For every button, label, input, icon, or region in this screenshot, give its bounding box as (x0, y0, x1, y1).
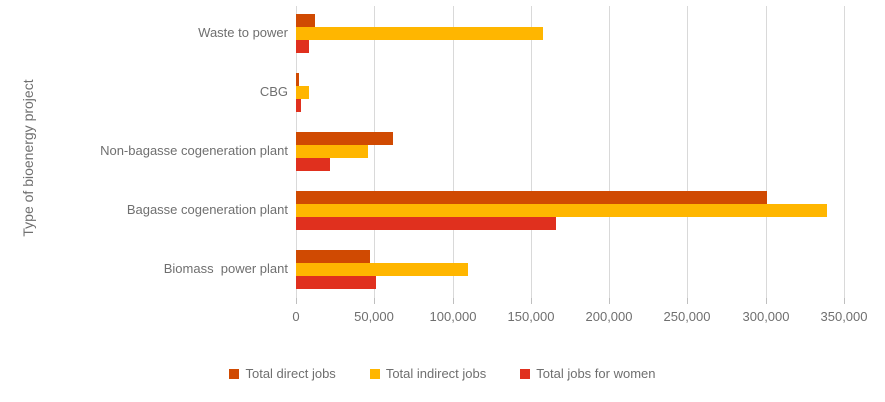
gridline-350000 (844, 6, 845, 298)
gridline-150000 (531, 6, 532, 298)
x-axis-tick (296, 298, 297, 304)
legend-swatch-total-direct-jobs (229, 368, 240, 379)
x-axis-tick-label: 350,000 (820, 309, 868, 324)
bar-total-direct-jobs-waste-to-power (296, 13, 315, 27)
gridline-300000 (766, 6, 767, 298)
bar-total-jobs-for-women-waste-to-power (296, 39, 309, 53)
plot-area (296, 6, 845, 298)
legend: Total direct jobs Total indirect jobs Tota… (0, 366, 885, 381)
legend-item-total-jobs-for-women: Total jobs for women (520, 366, 656, 381)
bar-total-direct-jobs-bagasse-cogeneration-plant (296, 190, 768, 204)
category-label-non-bagasse-cogeneration-plant: Non-bagasse cogeneration plant (100, 143, 288, 158)
x-axis-tick-label: 50,000 (354, 309, 394, 324)
bar-total-indirect-jobs-bagasse-cogeneration-plant (296, 203, 827, 217)
x-axis-tick-label: 0 (292, 309, 300, 324)
x-axis-tick-label: 250,000 (663, 309, 711, 324)
x-axis-tick (609, 298, 610, 304)
category-label-cbg: CBG (259, 84, 288, 99)
bar-total-jobs-for-women-biomass-power-plant (296, 275, 376, 289)
gridline-200000 (609, 6, 610, 298)
category-label-waste-to-power: Waste to power (198, 25, 288, 40)
legend-label-total-jobs-for-women: Total jobs for women (536, 366, 656, 381)
bar-total-jobs-for-women-bagasse-cogeneration-plant (296, 216, 556, 230)
x-axis-tick (531, 298, 532, 304)
bar-total-jobs-for-women-non-bagasse-cogeneration-plant (296, 157, 331, 171)
bar-total-indirect-jobs-biomass-power-plant (296, 262, 469, 276)
gridline-250000 (687, 6, 688, 298)
bar-total-indirect-jobs-cbg (296, 85, 309, 99)
legend-label-total-direct-jobs: Total direct jobs (245, 366, 336, 381)
legend-item-total-direct-jobs: Total direct jobs (229, 366, 336, 381)
legend-swatch-total-jobs-for-women (520, 368, 531, 379)
bar-total-direct-jobs-biomass-power-plant (296, 249, 370, 263)
x-axis-tick (374, 298, 375, 304)
bar-total-jobs-for-women-cbg (296, 98, 301, 112)
x-axis-tick-label: 200,000 (585, 309, 633, 324)
bar-total-direct-jobs-cbg (296, 72, 300, 86)
category-label-bagasse-cogeneration-plant: Bagasse cogeneration plant (126, 202, 288, 217)
gridline-50000 (374, 6, 375, 298)
bar-total-indirect-jobs-non-bagasse-cogeneration-plant (296, 144, 368, 158)
x-axis-tick-label: 100,000 (429, 309, 477, 324)
x-axis-tick (766, 298, 767, 304)
legend-item-total-indirect-jobs: Total indirect jobs (369, 366, 487, 381)
x-axis-tick (453, 298, 454, 304)
x-axis-tick-label: 150,000 (507, 309, 555, 324)
x-axis-tick (687, 298, 688, 304)
gridline-100000 (453, 6, 454, 298)
bar-total-direct-jobs-non-bagasse-cogeneration-plant (296, 131, 394, 145)
legend-label-total-indirect-jobs: Total indirect jobs (385, 366, 487, 381)
legend-swatch-total-indirect-jobs (369, 368, 380, 379)
x-axis-tick (844, 298, 845, 304)
category-label-biomass-power-plant: Biomass power plant (163, 261, 288, 276)
bar-total-indirect-jobs-waste-to-power (296, 26, 544, 40)
x-axis-tick-label: 300,000 (742, 309, 790, 324)
